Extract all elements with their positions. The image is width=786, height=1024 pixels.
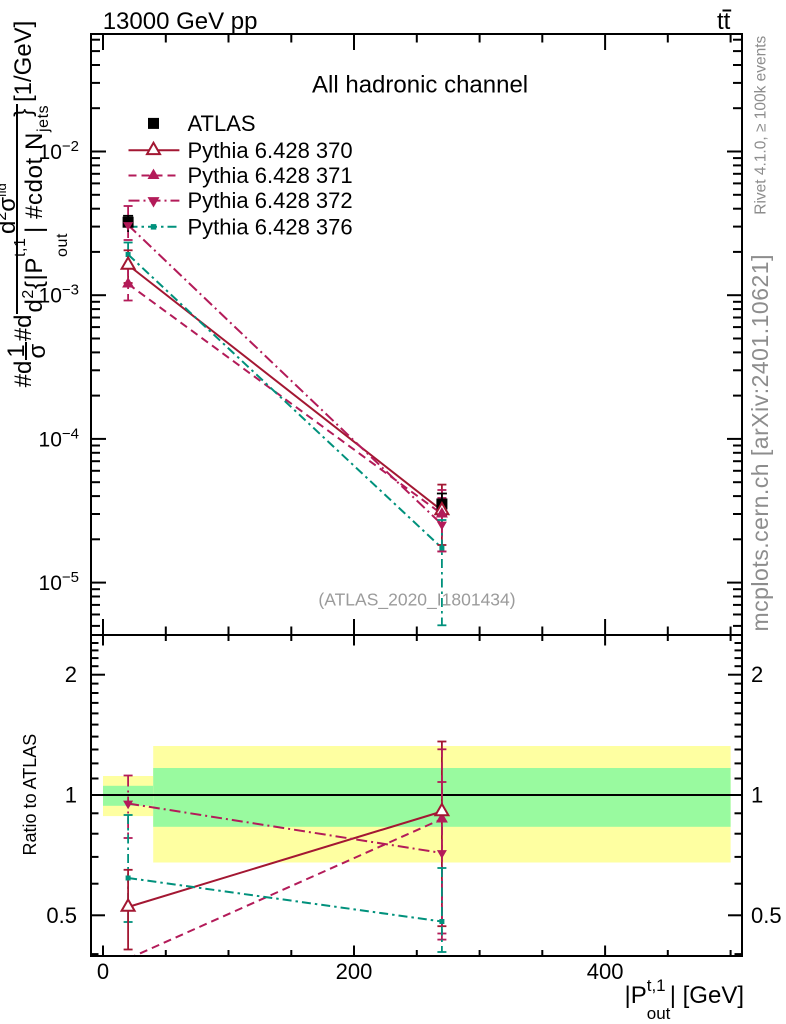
svg-text:400: 400: [587, 959, 624, 984]
svg-text:mcplots.cern.ch [arXiv:2401.10: mcplots.cern.ch [arXiv:2401.10621]: [747, 255, 773, 632]
svg-text:ATLAS: ATLAS: [188, 111, 256, 136]
svg-text:10−3: 10−3: [39, 282, 79, 308]
svg-text:10−4: 10−4: [39, 425, 79, 451]
svg-text:Ratio to ATLAS: Ratio to ATLAS: [20, 734, 40, 856]
svg-text:All hadronic channel: All hadronic channel: [312, 72, 528, 99]
svg-text:13000 GeV pp: 13000 GeV pp: [103, 8, 258, 35]
svg-text:Pythia 6.428 370: Pythia 6.428 370: [188, 138, 353, 163]
svg-text:tt: tt: [717, 8, 731, 35]
svg-text:0: 0: [97, 959, 109, 984]
svg-text:Rivet 4.1.0, ≥ 100k events: Rivet 4.1.0, ≥ 100k events: [753, 35, 770, 214]
svg-text:200: 200: [336, 959, 373, 984]
svg-text:10−2: 10−2: [39, 138, 79, 164]
svg-text:10−5: 10−5: [39, 569, 79, 595]
svg-text:1: 1: [751, 783, 763, 808]
svg-text:Pythia 6.428 376: Pythia 6.428 376: [188, 214, 353, 239]
svg-text:2: 2: [751, 662, 763, 687]
svg-text:Pythia 6.428 371: Pythia 6.428 371: [188, 163, 353, 188]
svg-text:0.5: 0.5: [751, 903, 782, 928]
svg-text:1: 1: [65, 783, 77, 808]
svg-text:Pythia 6.428 372: Pythia 6.428 372: [188, 188, 353, 213]
svg-text:0.5: 0.5: [46, 903, 77, 928]
svg-text:(ATLAS_2020_I1801434): (ATLAS_2020_I1801434): [318, 590, 515, 611]
svg-text:2: 2: [65, 662, 77, 687]
